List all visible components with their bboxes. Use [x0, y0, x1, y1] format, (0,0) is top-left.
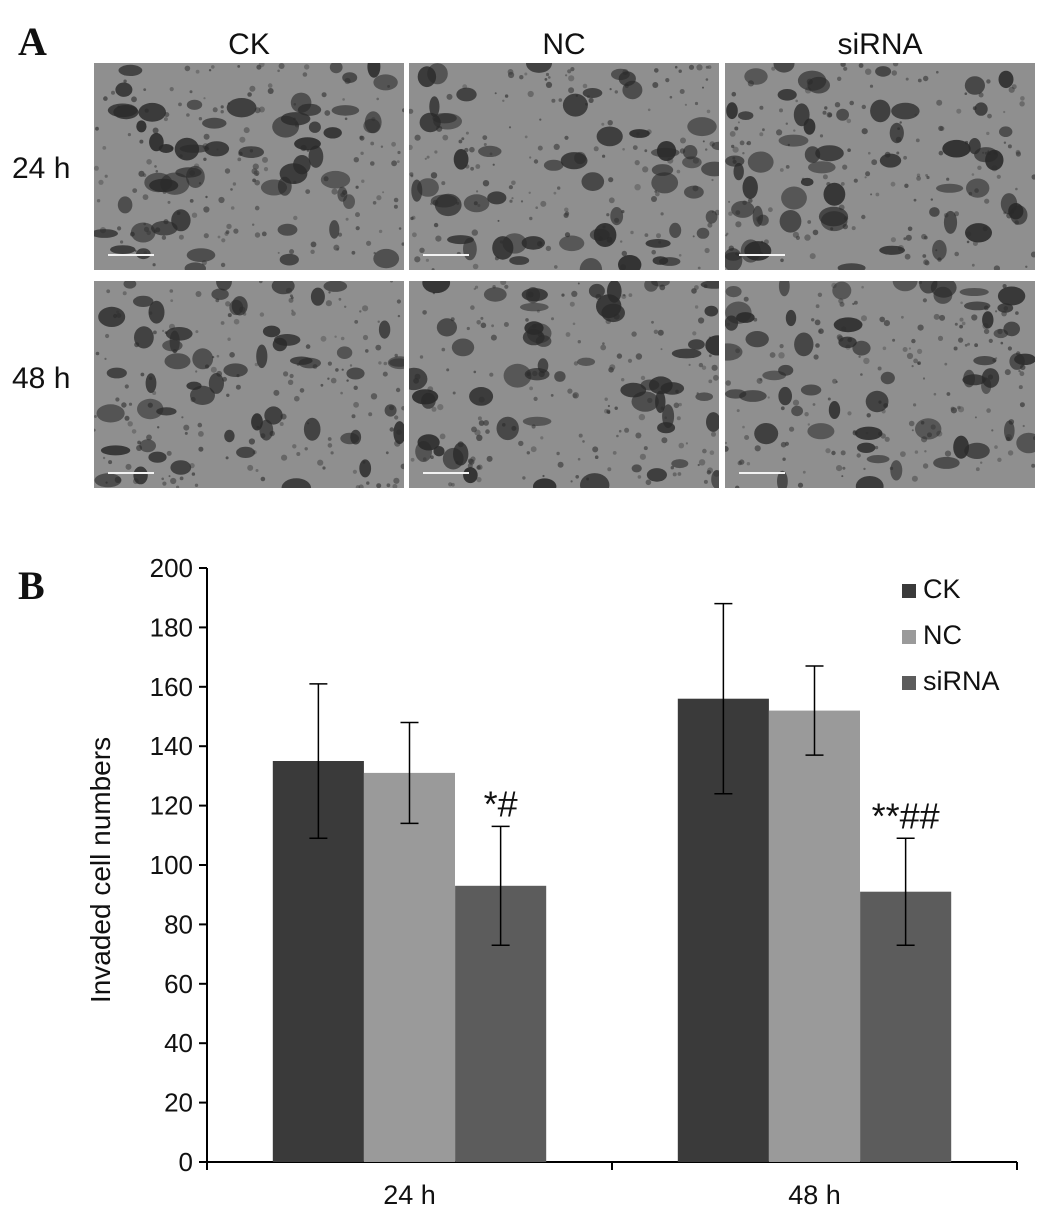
micrograph-sirna-48h: [725, 281, 1035, 488]
column-header-ck: CK: [228, 28, 270, 61]
panel-a-letter: A: [18, 19, 47, 64]
y-tick-label: 60: [164, 969, 193, 999]
scale-bar: [423, 254, 469, 256]
bars: [272, 698, 952, 1162]
scale-bar: [739, 472, 785, 474]
scale-bar: [108, 254, 154, 256]
column-header-sirna: siRNA: [837, 28, 923, 61]
bar-nc: [363, 772, 455, 1162]
y-tick-label: 20: [164, 1088, 193, 1118]
scale-bar: [739, 254, 785, 256]
significance-label: *#: [484, 783, 518, 824]
panel-b-letter: B: [18, 563, 45, 608]
column-header-nc: NC: [542, 28, 586, 61]
micrograph-nc-48h: [409, 281, 719, 488]
x-tick-label: 24 h: [383, 1180, 436, 1210]
y-tick-label: 160: [150, 672, 193, 702]
micrograph-sirna-24h: [725, 63, 1035, 270]
error-bars: [309, 602, 915, 946]
y-tick-label: 40: [164, 1028, 193, 1058]
x-tick-label: 48 h: [788, 1180, 841, 1210]
micrograph-ck-24h: [94, 63, 404, 270]
significance-annotations: *# **##: [484, 783, 940, 836]
y-axis-label: Invaded cell numbers: [85, 737, 116, 1003]
micrograph-nc-24h: [409, 63, 719, 270]
y-tick-label: 120: [150, 791, 193, 821]
legend-label: NC: [923, 620, 962, 650]
row-header-24h: 24 h: [12, 152, 71, 185]
legend-swatch-nc: [902, 630, 916, 644]
y-tick-label: 140: [150, 731, 193, 761]
bar-nc: [768, 710, 860, 1162]
y-tick-label: 0: [179, 1147, 193, 1177]
row-header-48h: 48 h: [12, 362, 71, 395]
y-tick-label: 80: [164, 909, 193, 939]
y-axis: 0 20 40 60 80 100 120 140 160 180 200: [150, 553, 208, 1177]
legend-swatch-ck: [902, 584, 916, 598]
y-tick-label: 200: [150, 553, 193, 583]
significance-label: **##: [872, 795, 940, 836]
legend-label: CK: [923, 574, 961, 604]
micrograph-ck-48h: [94, 281, 404, 488]
scale-bar: [423, 472, 469, 474]
legend: CK NC siRNA: [902, 574, 1000, 696]
x-axis: 24 h 48 h: [206, 1161, 1018, 1210]
scale-bar: [108, 472, 154, 474]
legend-label: siRNA: [923, 666, 1000, 696]
y-tick-label: 100: [150, 850, 193, 880]
legend-swatch-sirna: [902, 676, 916, 690]
y-tick-label: 180: [150, 612, 193, 642]
